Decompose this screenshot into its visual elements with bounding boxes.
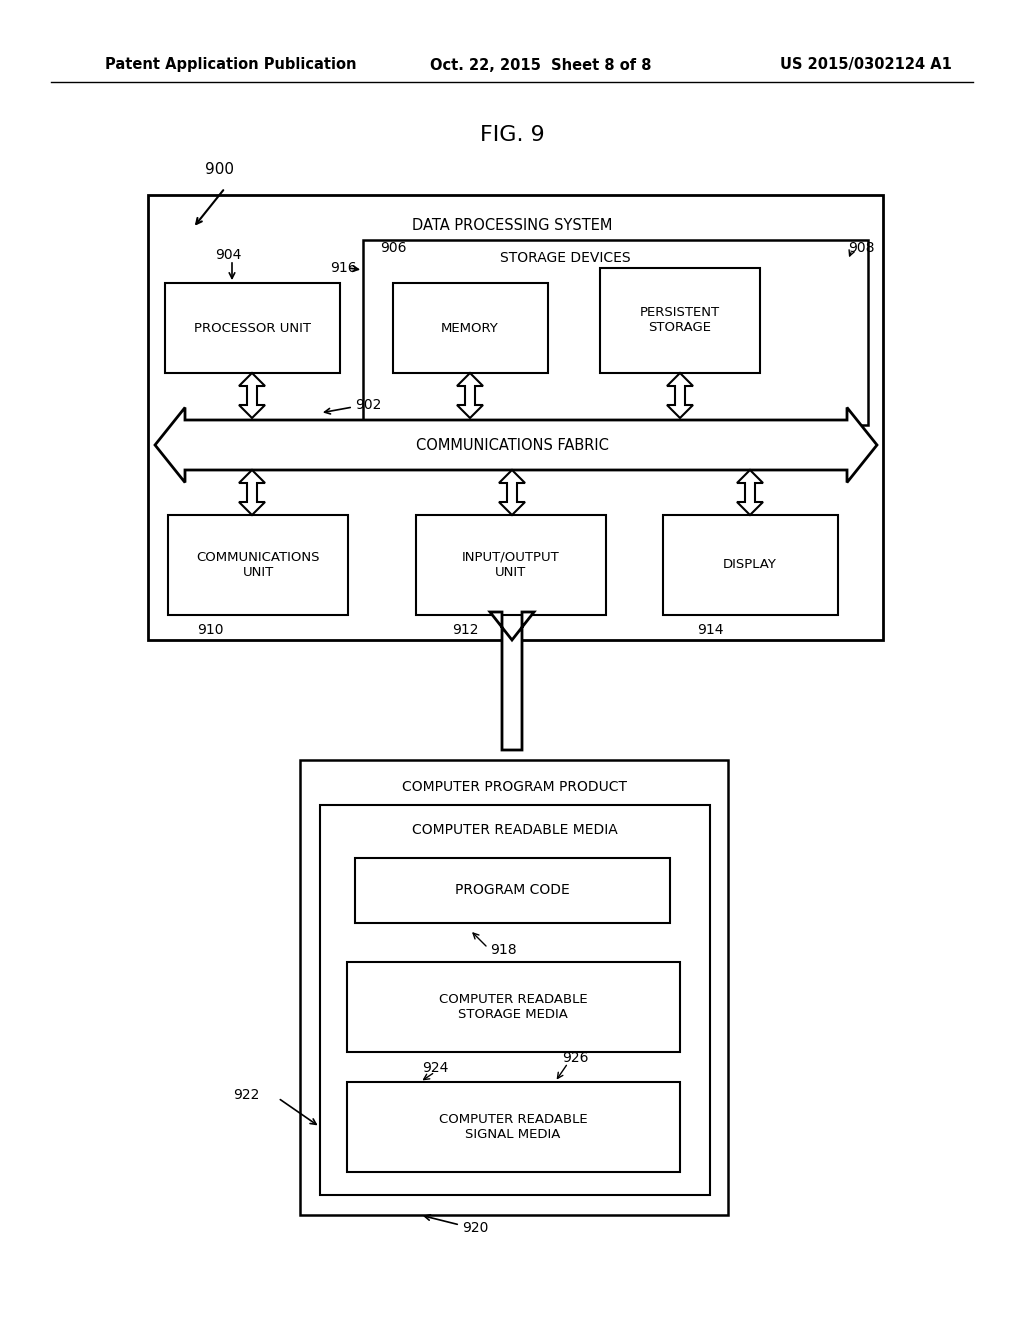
Polygon shape — [737, 470, 763, 515]
Bar — [362, 240, 868, 425]
Text: 908: 908 — [848, 242, 874, 255]
Bar — [300, 760, 728, 1214]
Text: PROGRAM CODE: PROGRAM CODE — [455, 883, 569, 898]
Polygon shape — [155, 408, 877, 483]
Text: 900: 900 — [206, 162, 234, 177]
Text: PERSISTENT
STORAGE: PERSISTENT STORAGE — [640, 306, 720, 334]
Bar — [355, 858, 670, 923]
Bar — [319, 805, 710, 1195]
Text: COMPUTER PROGRAM PRODUCT: COMPUTER PROGRAM PRODUCT — [401, 780, 627, 795]
Text: STORAGE DEVICES: STORAGE DEVICES — [500, 251, 631, 265]
Bar — [165, 282, 340, 374]
Text: MEMORY: MEMORY — [441, 322, 499, 334]
Bar — [347, 962, 680, 1052]
Bar — [416, 515, 606, 615]
Text: COMPUTER READABLE MEDIA: COMPUTER READABLE MEDIA — [412, 822, 617, 837]
Polygon shape — [490, 612, 534, 750]
Text: DATA PROCESSING SYSTEM: DATA PROCESSING SYSTEM — [412, 218, 612, 232]
Text: COMPUTER READABLE
SIGNAL MEDIA: COMPUTER READABLE SIGNAL MEDIA — [438, 1113, 588, 1140]
Text: COMPUTER READABLE
STORAGE MEDIA: COMPUTER READABLE STORAGE MEDIA — [438, 993, 588, 1020]
Polygon shape — [667, 374, 693, 418]
Text: 920: 920 — [462, 1221, 488, 1236]
Text: FIG. 9: FIG. 9 — [479, 125, 545, 145]
Bar — [393, 282, 548, 374]
Text: 914: 914 — [696, 623, 723, 638]
Text: Oct. 22, 2015  Sheet 8 of 8: Oct. 22, 2015 Sheet 8 of 8 — [430, 58, 651, 73]
Bar — [347, 1082, 680, 1172]
Polygon shape — [457, 374, 483, 418]
Bar — [663, 515, 838, 615]
Polygon shape — [239, 374, 265, 418]
Text: 918: 918 — [490, 942, 517, 957]
Text: INPUT/OUTPUT
UNIT: INPUT/OUTPUT UNIT — [462, 550, 560, 579]
Polygon shape — [499, 470, 525, 515]
Text: 910: 910 — [197, 623, 223, 638]
Text: 902: 902 — [355, 399, 381, 412]
Text: COMMUNICATIONS FABRIC: COMMUNICATIONS FABRIC — [416, 437, 608, 453]
Text: US 2015/0302124 A1: US 2015/0302124 A1 — [780, 58, 952, 73]
Bar — [148, 195, 883, 640]
Text: Patent Application Publication: Patent Application Publication — [105, 58, 356, 73]
Bar — [600, 268, 760, 374]
Bar — [168, 515, 348, 615]
Text: 926: 926 — [562, 1051, 588, 1065]
Text: 912: 912 — [452, 623, 478, 638]
Text: 924: 924 — [422, 1061, 449, 1074]
Text: 906: 906 — [380, 242, 407, 255]
Polygon shape — [239, 470, 265, 515]
Text: 922: 922 — [233, 1088, 260, 1102]
Text: 916: 916 — [330, 261, 356, 275]
Text: PROCESSOR UNIT: PROCESSOR UNIT — [194, 322, 310, 334]
Text: 904: 904 — [215, 248, 242, 261]
Text: DISPLAY: DISPLAY — [723, 558, 777, 572]
Text: COMMUNICATIONS
UNIT: COMMUNICATIONS UNIT — [197, 550, 319, 579]
